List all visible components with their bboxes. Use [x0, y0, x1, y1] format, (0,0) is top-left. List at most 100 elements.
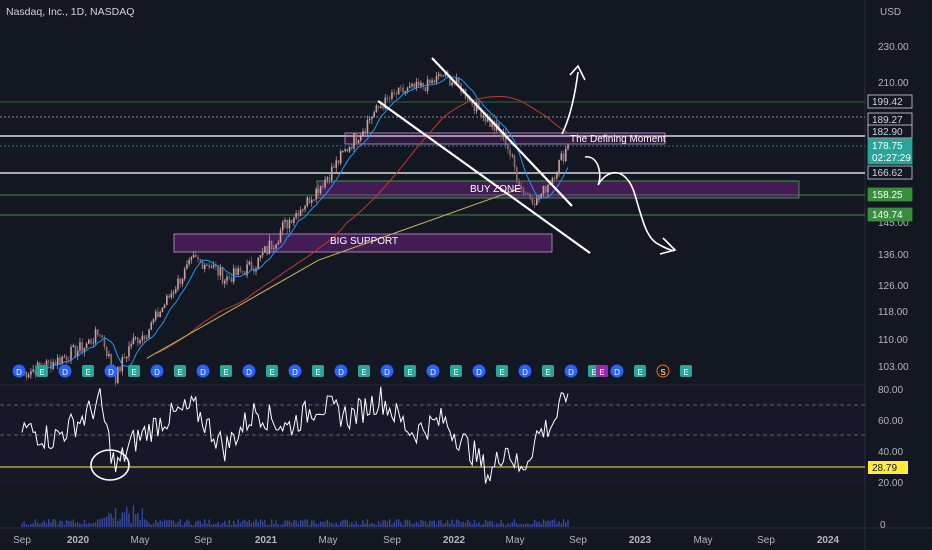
volume-bar	[192, 524, 195, 527]
time-tick-label: May	[319, 535, 338, 546]
volume-bar	[199, 521, 201, 527]
dividend-marker[interactable]: D	[564, 364, 578, 378]
dividend-marker[interactable]: D	[610, 364, 624, 378]
earnings-marker[interactable]: E	[312, 365, 324, 377]
earnings-marker[interactable]: E	[220, 365, 232, 377]
dividend-marker[interactable]: D	[104, 364, 118, 378]
candle-body	[241, 271, 244, 273]
event-marker-letter: E	[545, 368, 550, 377]
volume-bar	[206, 523, 208, 527]
price-label-text: 02:27:29	[872, 153, 911, 164]
candle-body	[500, 130, 502, 137]
volume-bar	[288, 520, 291, 527]
volume-bar	[351, 522, 353, 527]
candle-body	[235, 268, 237, 275]
price-label-box	[867, 187, 913, 202]
candle-body	[335, 160, 338, 168]
channel-upper-trendline[interactable]	[431, 57, 573, 207]
dividend-marker[interactable]: D	[288, 364, 302, 378]
volume-bar	[433, 520, 435, 527]
bearish-arrow[interactable]	[584, 156, 675, 252]
candle-body	[224, 280, 226, 284]
volume-bar	[83, 519, 86, 527]
volume-bar	[313, 520, 315, 527]
dividend-marker[interactable]: D	[380, 364, 394, 378]
candle-body	[533, 203, 536, 206]
volume-bars	[21, 505, 569, 527]
channel-lower-trendline[interactable]	[377, 100, 591, 254]
earnings-marker[interactable]: E	[174, 365, 186, 377]
earnings-marker[interactable]: E	[128, 365, 140, 377]
candle-body	[177, 278, 179, 290]
volume-bar	[362, 520, 364, 527]
volume-bar	[97, 519, 99, 527]
earnings-marker[interactable]: E	[36, 365, 48, 377]
dividend-marker[interactable]: D	[426, 364, 440, 378]
volume-bar	[155, 519, 157, 527]
candle-body	[402, 87, 404, 93]
time-tick-label: Sep	[569, 535, 587, 546]
dividend-marker[interactable]: D	[58, 364, 72, 378]
volume-bar	[56, 524, 59, 527]
rsi-tick-label: 60.00	[878, 416, 903, 427]
candle-body	[45, 360, 48, 369]
volume-bar	[293, 519, 295, 527]
candle-body	[92, 342, 95, 344]
dividend-marker[interactable]: D	[334, 364, 348, 378]
candle-body	[310, 199, 313, 203]
earnings-marker[interactable]: E	[82, 365, 94, 377]
volume-bar	[146, 520, 148, 527]
earnings-marker[interactable]: E	[634, 365, 646, 377]
dividend-marker[interactable]: D	[242, 364, 256, 378]
rsi-tick-label: 20.00	[878, 478, 903, 489]
volume-bar	[259, 519, 262, 527]
event-markers[interactable]: D E D E D E D E D E D E D E D E D E D E D E D E D E D E S EE	[12, 364, 692, 378]
dividend-marker[interactable]: D	[472, 364, 486, 378]
earnings-marker[interactable]: E	[450, 365, 462, 377]
candle-body	[364, 131, 366, 133]
candle-body	[110, 353, 112, 367]
event-marker-letter: D	[292, 368, 298, 377]
dividend-marker[interactable]: D	[150, 364, 164, 378]
candle-body	[493, 121, 496, 131]
volume-bar	[195, 521, 197, 527]
earnings-marker[interactable]: E	[266, 365, 278, 377]
candle-body	[34, 369, 37, 375]
earnings-marker[interactable]: E	[542, 365, 554, 377]
volume-bar	[52, 519, 54, 527]
volume-bar	[446, 520, 449, 527]
earnings-marker[interactable]: E	[496, 365, 508, 377]
earnings-icon	[542, 365, 554, 377]
trendline-drawings[interactable]	[377, 57, 677, 255]
candle-body	[68, 360, 70, 361]
volume-bar	[157, 522, 159, 527]
candle-body	[85, 343, 88, 348]
rsi-pane	[0, 386, 865, 484]
dividend-marker[interactable]: D	[12, 364, 26, 378]
candle-body	[101, 335, 104, 338]
volume-bar	[449, 523, 451, 527]
volume-bar	[239, 522, 242, 527]
volume-bar	[246, 521, 248, 527]
bullish-arrow[interactable]	[561, 71, 579, 135]
earnings-marker[interactable]: E	[680, 365, 692, 377]
earnings-marker[interactable]: E	[404, 365, 416, 377]
dividend-marker[interactable]: D	[196, 364, 210, 378]
candle-body	[137, 337, 139, 344]
event-marker-letter: D	[62, 368, 68, 377]
volume-bar	[527, 523, 529, 527]
volume-bar	[380, 523, 382, 527]
chart-title: Nasdaq, Inc., 1D, NASDAQ	[6, 6, 134, 18]
earnings-marker[interactable]: E	[358, 365, 370, 377]
split-marker[interactable]: S	[656, 364, 670, 378]
volume-bar	[23, 521, 25, 527]
volume-bar	[306, 519, 308, 527]
candle-body	[168, 295, 170, 298]
candle-body	[355, 133, 358, 143]
candle-body	[400, 87, 402, 89]
candle-body	[384, 97, 387, 109]
candle-body	[420, 82, 422, 86]
candle-body	[351, 147, 353, 149]
dividend-marker[interactable]: D	[518, 364, 532, 378]
